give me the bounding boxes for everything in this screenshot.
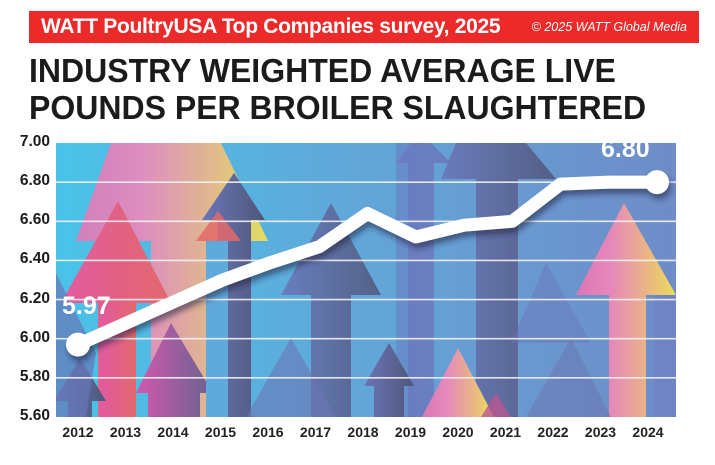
x-tick-label: 2012 bbox=[62, 424, 94, 440]
plot-area: 5.97 6.80 bbox=[56, 143, 676, 417]
x-tick-label: 2017 bbox=[299, 424, 332, 440]
x-tick-label: 2015 bbox=[204, 424, 237, 440]
chart-title-line1: INDUSTRY WEIGHTED AVERAGE LIVE bbox=[29, 52, 616, 89]
chart-canvas bbox=[56, 143, 676, 417]
x-tick-label: 2016 bbox=[252, 424, 284, 440]
x-tick-label: 2013 bbox=[109, 424, 142, 440]
y-tick-label: 5.60 bbox=[19, 407, 50, 424]
x-tick-label: 2018 bbox=[347, 424, 379, 440]
x-tick-label: 2024 bbox=[632, 424, 664, 440]
y-tick-label: 7.00 bbox=[19, 133, 50, 150]
y-tick-label: 5.80 bbox=[19, 367, 50, 385]
x-tick-label: 2019 bbox=[394, 424, 427, 440]
chart-title: INDUSTRY WEIGHTED AVERAGE LIVE POUNDS PE… bbox=[29, 52, 689, 126]
y-tick-label: 6.20 bbox=[19, 289, 50, 307]
banner-title: WATT PoultryUSA Top Companies survey, 20… bbox=[41, 15, 501, 38]
x-tick-label: 2020 bbox=[442, 424, 474, 440]
end-value-callout: 6.80 bbox=[601, 143, 650, 164]
chart-title-line2: POUNDS PER BROILER SLAUGHTERED bbox=[29, 89, 647, 126]
y-tick-label: 6.60 bbox=[19, 211, 50, 229]
y-tick-label: 6.00 bbox=[19, 328, 50, 346]
y-tick-label: 6.80 bbox=[19, 172, 50, 190]
x-tick-label: 2023 bbox=[584, 424, 617, 440]
copyright-notice: © 2025 WATT Global Media bbox=[531, 20, 687, 34]
x-tick-label: 2014 bbox=[157, 424, 189, 440]
x-tick-label: 2022 bbox=[537, 424, 569, 440]
x-tick-label: 2021 bbox=[489, 424, 522, 440]
start-value-callout: 5.97 bbox=[62, 291, 111, 320]
y-tick-label: 6.40 bbox=[19, 250, 50, 268]
survey-banner: WATT PoultryUSA Top Companies survey, 20… bbox=[29, 11, 699, 43]
